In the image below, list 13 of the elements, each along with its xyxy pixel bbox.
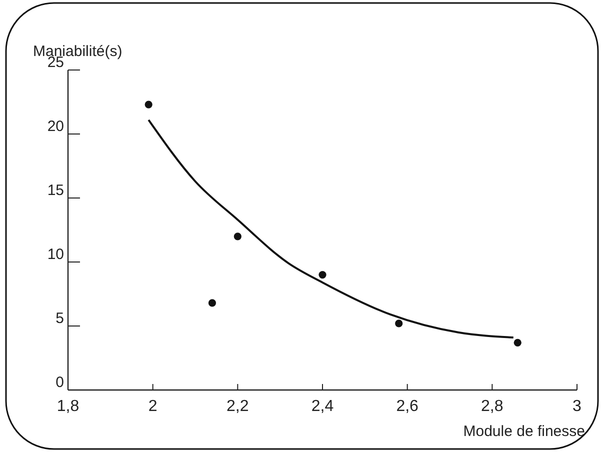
x-tick-label: 2,8 (481, 398, 504, 415)
y-tick-label: 5 (56, 310, 64, 327)
x-tick-label: 2,2 (226, 398, 249, 415)
x-tick-label: 2,6 (396, 398, 419, 415)
x-axis-title: Module de finesse (463, 423, 585, 440)
y-tick-label: 10 (47, 246, 64, 263)
x-tick-label: 3 (572, 398, 582, 415)
x-tick-label: 2 (148, 398, 158, 415)
y-tick-label: 15 (47, 182, 64, 199)
y-tick-label: 20 (47, 118, 64, 135)
x-tick-label: 2,4 (311, 398, 334, 415)
x-tick-label: 1,8 (56, 398, 80, 415)
y-tick-label: 0 (56, 374, 64, 391)
